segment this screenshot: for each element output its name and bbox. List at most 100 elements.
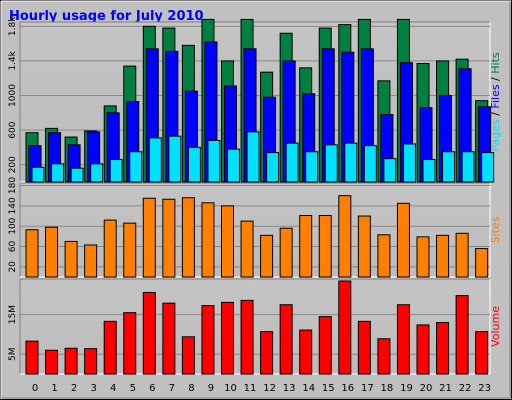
bar-volume-hour-23 xyxy=(475,331,489,375)
bar-volume-hour-18 xyxy=(377,338,391,375)
y-tick-label: 20 xyxy=(8,261,18,273)
axis-label-part: Hits xyxy=(489,52,502,74)
bar-sites-hour-21 xyxy=(436,234,450,278)
bar-pages-hour-18 xyxy=(383,158,397,183)
bar-volume-hour-17 xyxy=(357,320,371,375)
x-tick-label-hour-18: 18 xyxy=(381,383,394,394)
x-tick-label-hour-5: 5 xyxy=(130,383,136,394)
bar-pages-hour-3 xyxy=(90,163,104,183)
bar-pages-hour-9 xyxy=(207,139,221,183)
panel-axis-label: Pages / Files / Hits xyxy=(489,52,502,152)
x-tick-label-hour-15: 15 xyxy=(322,383,335,394)
x-tick-label-hour-6: 6 xyxy=(149,383,155,394)
bar-volume-hour-19 xyxy=(396,304,410,375)
bar-volume-hour-22 xyxy=(455,295,469,375)
chart-title: Hourly usage for July 2010 xyxy=(9,9,204,24)
bar-volume-hour-3 xyxy=(84,348,98,375)
bar-volume-hour-8 xyxy=(181,336,195,375)
bar-volume-hour-16 xyxy=(338,280,352,375)
bar-pages-hour-7 xyxy=(168,135,182,183)
y-tick-label: 1.4k xyxy=(8,50,18,70)
axis-label-part: / xyxy=(489,109,502,120)
x-tick-label-hour-10: 10 xyxy=(224,383,237,394)
bar-sites-hour-8 xyxy=(181,197,195,278)
bar-pages-hour-6 xyxy=(148,137,162,183)
x-tick-label-hour-23: 23 xyxy=(478,383,491,394)
bar-pages-hour-23 xyxy=(481,152,495,183)
y-tick-label: 5M xyxy=(8,347,18,361)
y-tick-label: 100 xyxy=(8,217,18,234)
bar-sites-hour-18 xyxy=(377,234,391,278)
x-tick-label-hour-22: 22 xyxy=(459,383,472,394)
axis-label-part: Sites xyxy=(489,216,502,243)
bar-sites-hour-22 xyxy=(455,232,469,278)
bar-sites-hour-19 xyxy=(396,202,410,278)
bar-sites-hour-5 xyxy=(123,222,137,278)
bar-volume-hour-12 xyxy=(260,331,274,375)
bar-sites-hour-11 xyxy=(240,220,254,278)
bar-sites-hour-10 xyxy=(221,205,234,278)
bar-sites-hour-7 xyxy=(162,198,176,278)
bar-sites-hour-9 xyxy=(201,202,215,278)
bar-pages-hour-5 xyxy=(129,151,143,183)
y-tick-label: 1.8k xyxy=(8,16,18,36)
panel-hits-files-pages: 200 600 1000 1.4k 1.8k Pages / Files / Hits xyxy=(8,16,502,183)
x-tick-label-hour-8: 8 xyxy=(188,383,194,394)
y-tick-label: 140 xyxy=(8,197,18,214)
bar-volume-hour-4 xyxy=(103,320,117,375)
bar-pages-hour-2 xyxy=(70,167,84,183)
bar-volume-hour-7 xyxy=(162,302,176,375)
bar-pages-hour-1 xyxy=(51,163,65,183)
bar-volume-hour-13 xyxy=(279,304,293,375)
axis-label-part: Volume xyxy=(489,306,502,347)
bar-pages-hour-17 xyxy=(363,145,377,183)
x-tick-label-hour-0: 0 xyxy=(32,383,38,394)
x-tick-label-hour-17: 17 xyxy=(361,383,374,394)
x-tick-label-hour-1: 1 xyxy=(51,383,57,394)
panel-background xyxy=(20,279,490,374)
y-tick-label: 180 xyxy=(8,177,18,194)
x-tick-label-hour-21: 21 xyxy=(439,383,452,394)
bar-sites-hour-2 xyxy=(64,240,78,278)
x-tick-label-hour-3: 3 xyxy=(90,383,96,394)
bar-volume-hour-2 xyxy=(64,347,78,375)
bar-pages-hour-12 xyxy=(266,152,280,183)
bar-volume-hour-20 xyxy=(416,324,430,375)
panel-axis-label: Volume xyxy=(489,306,502,347)
bar-sites-hour-3 xyxy=(84,244,98,278)
x-tick-label-hour-4: 4 xyxy=(110,383,116,394)
bar-volume-hour-10 xyxy=(221,301,234,375)
bar-pages-hour-13 xyxy=(285,142,299,183)
bar-pages-hour-14 xyxy=(305,151,319,183)
bar-pages-hour-19 xyxy=(402,143,416,183)
bar-sites-hour-6 xyxy=(142,197,156,278)
panel-volume: 5M 15M Volume xyxy=(8,278,502,375)
bar-volume-hour-1 xyxy=(45,349,59,375)
bar-pages-hour-11 xyxy=(246,131,260,183)
x-tick-label-hour-20: 20 xyxy=(420,383,433,394)
bar-pages-hour-8 xyxy=(187,146,201,183)
y-tick-label: 60 xyxy=(8,241,18,253)
bar-pages-hour-22 xyxy=(461,151,475,183)
bar-sites-hour-1 xyxy=(45,226,59,278)
panel-axis-label: Sites xyxy=(489,216,502,243)
bar-volume-hour-15 xyxy=(318,316,332,375)
panel-sites: 20 60 100 140 180 Sites xyxy=(8,177,502,278)
y-tick-label: 1000 xyxy=(8,84,18,107)
y-tick-label: 600 xyxy=(8,121,18,138)
x-tick-label-hour-16: 16 xyxy=(341,383,354,394)
x-tick-label-hour-2: 2 xyxy=(71,383,77,394)
y-tick-label: 15M xyxy=(8,305,18,324)
bar-pages-hour-15 xyxy=(324,144,338,183)
bar-pages-hour-10 xyxy=(227,148,240,183)
bar-sites-hour-20 xyxy=(416,236,430,278)
x-tick-label-hour-13: 13 xyxy=(283,383,296,394)
bar-sites-hour-23 xyxy=(475,248,489,278)
axis-label-part: Files xyxy=(489,84,502,108)
x-tick-label-hour-9: 9 xyxy=(208,383,214,394)
axis-label-part: / xyxy=(489,74,502,85)
bar-sites-hour-4 xyxy=(103,219,117,278)
x-axis-hour-labels: 0 1 2 3 4 5 6 7 8 9 10 11 12 13 14 15 16 17 18 19 20 21 22 23 xyxy=(32,383,491,394)
x-tick-label-hour-14: 14 xyxy=(302,383,315,394)
